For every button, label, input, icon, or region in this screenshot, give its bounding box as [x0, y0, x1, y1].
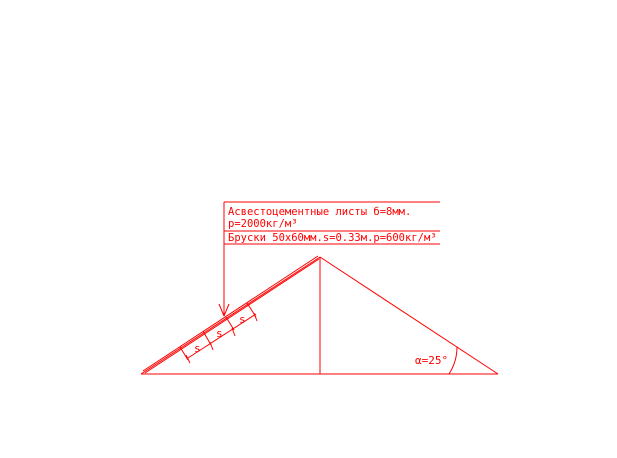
- callout-line-3: Бруски 50х60мм.s=0.33м.p=600кг/м³: [228, 232, 437, 244]
- angle-label: α=25°: [415, 354, 448, 367]
- left-rafter: [140, 256, 321, 375]
- spacing-label-2: s: [216, 327, 223, 340]
- roof-sheet-line-2: [144, 258, 320, 374]
- callout-line-1: Асвестоцементные листы б=8мм.: [228, 206, 411, 218]
- angle-arc: [448, 346, 458, 375]
- callout-line-2: p=2000кг/м³: [228, 218, 298, 230]
- right-rafter: [319, 256, 499, 375]
- callout-box: [218, 201, 440, 317]
- spacing-label-3: s: [239, 313, 246, 326]
- spacing-label-1: s: [194, 342, 201, 355]
- batten-spacing-dimensions: [179, 302, 258, 364]
- roof-sheet-line-1: [142, 255, 319, 372]
